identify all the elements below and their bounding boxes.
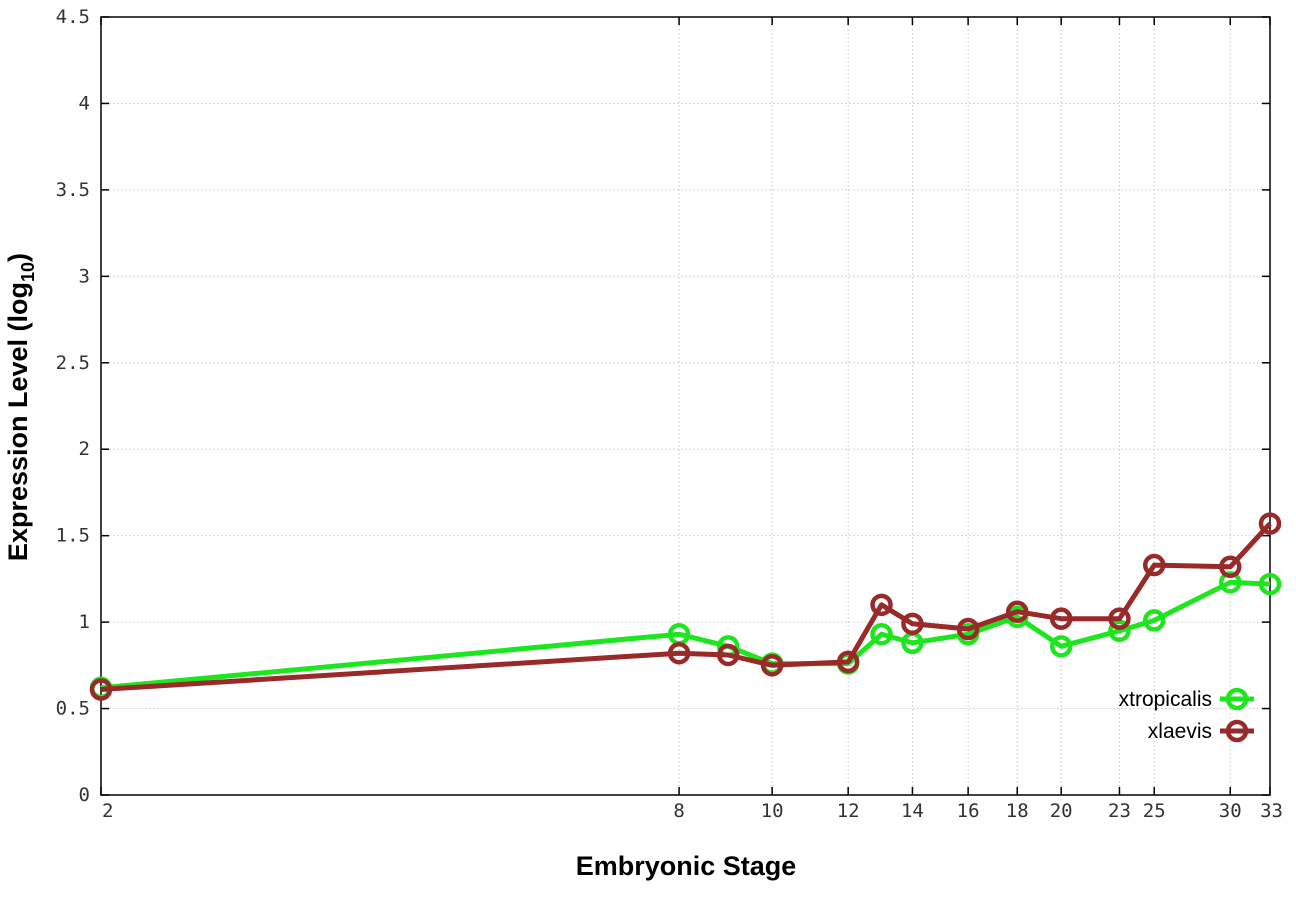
y-tick-label: 1.5 [56, 525, 90, 547]
legend-label: xlaevis [1148, 720, 1212, 743]
data-point-xlaevis [716, 643, 740, 667]
x-tick-label: 18 [1006, 800, 1029, 822]
y-tick-label: 2.5 [56, 352, 90, 374]
data-point-xtropicalis [1108, 619, 1131, 643]
y-tick-label: 0 [79, 784, 90, 806]
x-tick-label: 8 [673, 800, 684, 822]
x-tick-label: 14 [901, 800, 924, 822]
y-axis-title-main: Expression Level (log [3, 282, 33, 561]
data-point-xlaevis [760, 654, 784, 677]
y-axis-title: Expression Level (log10) [3, 253, 38, 561]
data-point-xlaevis [1142, 553, 1166, 577]
data-point-xlaevis [870, 593, 893, 617]
data-point-xlaevis [1049, 607, 1073, 630]
series-layer [89, 512, 1282, 701]
x-axis-title: Embryonic Stage [576, 851, 797, 881]
legend-item-xlaevis: xlaevis [1148, 719, 1254, 743]
data-point-xtropicalis [1142, 609, 1166, 632]
data-point-xlaevis [956, 617, 980, 641]
data-point-xlaevis [901, 612, 924, 636]
x-tick-label: 25 [1143, 800, 1166, 822]
y-axis-title-subscript: 10 [18, 262, 38, 282]
data-point-xlaevis [89, 678, 113, 701]
x-tick-label: 33 [1260, 800, 1283, 822]
plot-frame [100, 16, 1271, 796]
legend-item-xtropicalis: xtropicalis [1119, 687, 1254, 711]
x-tick-label: 10 [761, 800, 784, 822]
data-point-xlaevis [1219, 555, 1242, 579]
y-tick-label: 0.5 [56, 698, 90, 720]
y-axis-title-close: ) [3, 253, 33, 262]
y-tick-label: 3 [79, 265, 90, 287]
y-tick-label: 4.5 [56, 6, 90, 28]
axis-ticks: 0 0.5 1 1.5 2 2.5 3 3.5 4 4.5 2 8 10 12 14 16 18 20 23 25 30… [56, 6, 1283, 822]
x-tick-label: 16 [957, 800, 980, 822]
data-point-xtropicalis [1258, 572, 1282, 596]
series-line-xtropicalis [100, 579, 1271, 691]
legend-marker-swatch [1225, 719, 1249, 743]
legend-label: xtropicalis [1119, 688, 1212, 711]
data-point-xlaevis [836, 650, 860, 674]
x-tick-label: 12 [837, 800, 860, 822]
x-tick-label: 30 [1219, 800, 1242, 822]
series-line-xlaevis [100, 521, 1272, 692]
data-point-xlaevis [667, 641, 691, 665]
series-xlaevis [89, 512, 1282, 701]
data-point-xlaevis [1108, 607, 1131, 630]
y-tick-label: 3.5 [56, 179, 90, 201]
legend-marker-swatch [1225, 687, 1249, 711]
data-point-xtropicalis [1219, 571, 1242, 594]
x-tick-label: 23 [1108, 800, 1131, 822]
y-tick-label: 2 [79, 438, 90, 460]
data-point-xtropicalis [1049, 635, 1073, 658]
x-tick-label: 20 [1050, 800, 1073, 822]
data-point-xlaevis [1258, 512, 1282, 535]
y-tick-label: 4 [79, 92, 90, 114]
x-tick-label: 2 [102, 800, 113, 822]
data-point-xtropicalis [870, 622, 893, 646]
y-tick-label: 1 [79, 611, 90, 633]
data-point-xlaevis [1005, 600, 1029, 623]
legend: xtropicalis xlaevis [1119, 687, 1254, 743]
